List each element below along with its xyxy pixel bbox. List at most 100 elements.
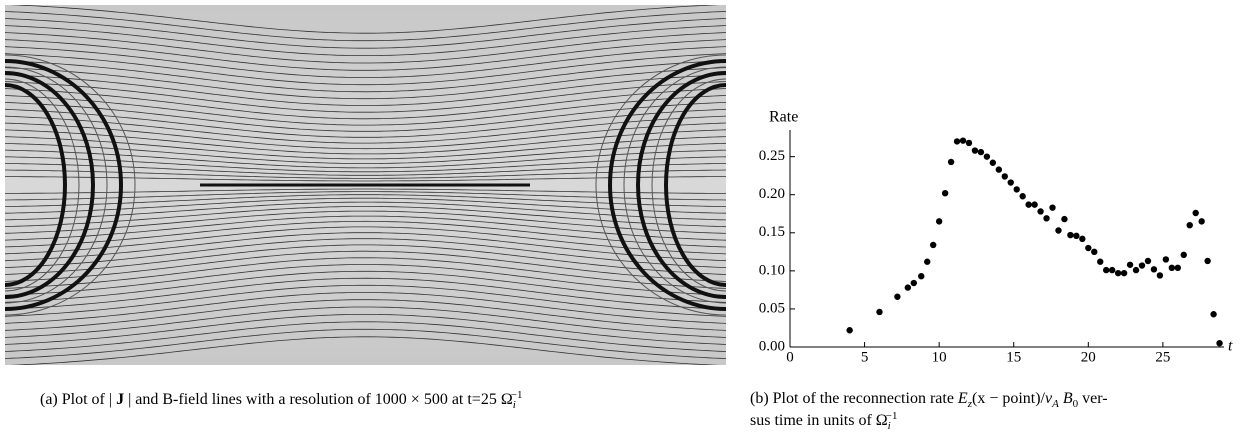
caption-b: (b) Plot of the reconnection rate Ez(x −…	[750, 388, 1240, 432]
caption-text: ver-	[1078, 390, 1108, 407]
y-tick-label: 0.20	[759, 186, 785, 202]
field-line	[5, 206, 726, 228]
x-tick-label: 0	[786, 349, 794, 365]
caption-text: i	[512, 399, 516, 412]
plasmoid-ring	[5, 59, 123, 311]
caption-a: (a) Plot of | J | and B-field lines with…	[40, 389, 523, 411]
point	[1144, 257, 1152, 265]
field-line	[5, 306, 726, 338]
y-tick-label: 0.00	[759, 338, 785, 354]
caption-text: z	[967, 398, 972, 411]
caption-text: (x − point)/	[971, 390, 1045, 407]
field-line	[5, 32, 726, 64]
field-line	[5, 314, 726, 345]
caption-text: sus time in units of Ω	[750, 412, 888, 429]
field-line	[5, 115, 726, 144]
caption-text: A	[1052, 398, 1059, 411]
point	[947, 158, 955, 166]
caption-text: 0	[1072, 398, 1079, 411]
plasmoid-ring	[608, 59, 726, 311]
caption-text: (b) Plot of the reconnection rate	[750, 390, 958, 407]
field-line	[5, 210, 726, 234]
y-tick-label: 0.25	[759, 148, 785, 164]
point	[924, 258, 931, 265]
field-line	[5, 108, 726, 138]
point	[953, 138, 961, 145]
point	[1198, 218, 1205, 225]
point	[1192, 209, 1199, 217]
point	[1186, 221, 1193, 229]
point	[1216, 339, 1223, 347]
plasmoid-ring	[651, 78, 726, 292]
point	[1126, 261, 1134, 268]
field-line	[5, 25, 726, 56]
field-line	[5, 39, 726, 71]
current-density-image	[5, 5, 726, 365]
point	[995, 166, 1003, 173]
y-tick-label: 0.10	[759, 262, 785, 278]
point	[977, 148, 985, 156]
point	[876, 308, 883, 316]
field-line	[5, 321, 726, 352]
point	[1120, 269, 1128, 277]
field-line	[5, 220, 726, 248]
point	[1067, 231, 1074, 239]
point	[1037, 208, 1044, 215]
point	[1156, 272, 1164, 279]
plasmoid-ring	[664, 83, 726, 287]
point	[1061, 215, 1068, 223]
point	[1138, 262, 1146, 269]
field-line	[5, 18, 726, 49]
caption-text: −1	[885, 409, 898, 422]
caption-text: v	[1045, 390, 1053, 407]
field-line	[5, 46, 726, 78]
y-tick-label: 0.15	[759, 224, 785, 240]
field-line	[5, 292, 726, 324]
x-tick-label: 10	[932, 349, 947, 365]
plasmoid-ring	[5, 71, 95, 299]
point	[1031, 201, 1038, 208]
point	[1001, 173, 1008, 180]
field-line	[9, 336, 721, 365]
field-line	[9, 5, 721, 34]
field-line	[5, 328, 726, 359]
caption-text: E	[957, 390, 968, 407]
field-line	[5, 88, 726, 120]
field-line	[5, 284, 726, 317]
field-line	[5, 11, 726, 42]
field-line	[5, 264, 726, 296]
field-line	[5, 149, 726, 169]
plasmoid-ring	[595, 54, 726, 316]
caption-text: | and B-field lines with a resolution of…	[124, 391, 513, 408]
field-line	[5, 250, 726, 282]
caption-text: i	[887, 420, 891, 432]
y-axis-label: Rate	[769, 109, 798, 126]
point	[971, 147, 979, 154]
plasmoid-ring	[623, 66, 726, 304]
plasmoid-ring	[5, 83, 67, 287]
y-tick-label: 0.05	[759, 300, 785, 316]
field-line	[5, 67, 726, 100]
point	[1132, 266, 1140, 274]
point	[935, 218, 943, 225]
field-line	[5, 102, 726, 132]
field-line	[5, 136, 726, 160]
field-line	[5, 270, 726, 303]
x-tick-label: 5	[861, 349, 869, 365]
field-line	[5, 156, 726, 173]
point	[1019, 193, 1026, 200]
point	[941, 189, 949, 197]
field-line	[5, 299, 726, 331]
field-line	[5, 53, 726, 86]
field-line	[5, 257, 726, 289]
point	[959, 137, 967, 144]
field-line	[5, 244, 726, 275]
point	[1085, 244, 1092, 252]
x-axis-label: t	[1228, 338, 1233, 355]
point	[983, 153, 991, 160]
point	[1108, 266, 1116, 274]
field-line	[5, 201, 726, 221]
point	[1025, 201, 1032, 208]
point	[1091, 248, 1098, 256]
